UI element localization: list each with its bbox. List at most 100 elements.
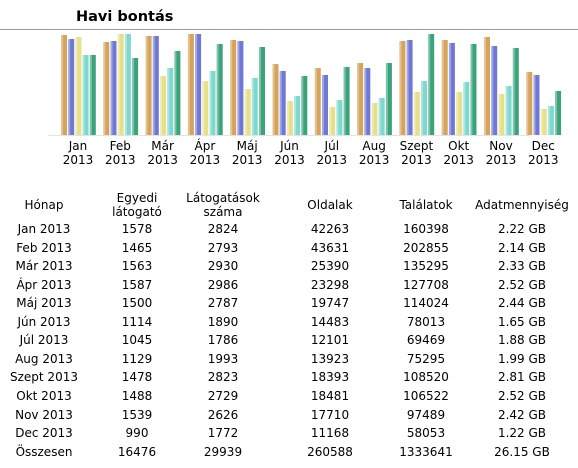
cell-hits: 58053 (406, 426, 446, 441)
bar-highlight (491, 46, 494, 135)
bar-pages-6 (286, 101, 293, 135)
bar-bandwidth-7 (343, 67, 350, 135)
bar-highlight (533, 75, 536, 135)
table-row: Nov 2013 1539 2626 17710 97489 2.42 GB (0, 406, 578, 425)
bar-highlight (132, 58, 135, 135)
cell-bandwidth: 26.15 GB (494, 444, 550, 459)
bar-visits-9 (406, 40, 413, 135)
cell-bandwidth: 2.42 GB (497, 407, 547, 422)
bar-bandwidth-1 (89, 55, 96, 135)
bar-highlight (555, 91, 558, 135)
cell-pages: 14483 (310, 314, 350, 329)
cell-month: Ápr 2013 (16, 277, 72, 292)
cell-visits: 1786 (207, 333, 239, 348)
bar-highlight (406, 40, 409, 135)
bar-hits-2 (124, 34, 131, 135)
x-tick-year: 2013 (528, 153, 559, 167)
cell-pages: 19747 (310, 296, 350, 311)
x-tick-label: Máj 2013 (222, 139, 272, 167)
column-header-line: Oldalak (307, 198, 353, 212)
x-tick-month: Dec (531, 139, 555, 153)
bar-visits-7 (322, 75, 328, 135)
cell-visits: 1993 (207, 351, 239, 366)
bar-highlight (286, 101, 289, 135)
bar-visitors-6 (272, 64, 279, 135)
x-tick-year: 2013 (62, 153, 94, 167)
cell-visits: 2823 (207, 370, 239, 385)
bar-highlight (202, 81, 205, 135)
cell-bandwidth: 1.99 GB (497, 351, 547, 366)
x-tick-month: Feb (109, 139, 131, 153)
cell-month: Feb 2013 (16, 240, 72, 255)
bar-highlight (322, 75, 324, 135)
section-header: Havi bontás (0, 0, 578, 30)
table-row: Aug 2013 1129 1993 13923 75295 1.99 GB (0, 350, 578, 369)
x-tick-month: Júl (324, 139, 340, 153)
column-header-line: száma (203, 205, 243, 219)
table-row: Jún 2013 1114 1890 14483 78013 1.65 GB (0, 313, 578, 332)
bar-pages-2 (117, 34, 124, 135)
bar-pages-4 (202, 81, 209, 135)
bar-visits-1 (68, 39, 75, 135)
x-tick-label: Ápr 2013 (180, 139, 230, 167)
x-tick-label: Okt 2013 (434, 139, 484, 167)
bar-highlight (110, 41, 113, 135)
column-header-line: látogató (112, 205, 162, 219)
cell-visits: 2824 (207, 222, 239, 236)
table-row: Már 2013 1563 2930 25390 135295 2.33 GB (0, 257, 578, 276)
bar-highlight (428, 34, 431, 135)
table-row: Júl 2013 1045 1786 12101 69469 1.88 GB (0, 331, 578, 350)
bar-highlight (547, 106, 550, 135)
cell-hits: 127708 (403, 277, 449, 292)
cell-unique-visitors: 1587 (121, 277, 153, 292)
cell-pages: 43631 (310, 240, 350, 255)
x-tick-year: 2013 (401, 153, 432, 167)
bar-visits-12 (533, 75, 540, 135)
bar-visitors-12 (526, 72, 533, 135)
cell-month: Összesen (15, 444, 73, 459)
x-tick-label: Aug 2013 (349, 139, 399, 167)
cell-bandwidth: 2.33 GB (497, 259, 547, 274)
bar-pages-12 (540, 109, 547, 135)
cell-unique-visitors: 1478 (121, 370, 153, 385)
bar-highlight (505, 86, 508, 135)
bar-highlight (145, 36, 148, 135)
x-tick-year: 2013 (358, 153, 390, 167)
x-tick-year: 2013 (485, 153, 517, 167)
bar-bandwidth-8 (385, 63, 392, 135)
cell-month: Dec 2013 (15, 426, 73, 441)
bar-highlight (174, 51, 177, 135)
bar-highlight (385, 63, 388, 135)
cell-bandwidth: 2.14 GB (497, 240, 547, 255)
bar-highlight (230, 40, 233, 135)
cell-hits: 114024 (403, 296, 449, 311)
bar-highlight (195, 34, 198, 135)
cell-bandwidth: 1.65 GB (497, 314, 547, 329)
cell-month: Máj 2013 (16, 296, 72, 311)
cell-unique-visitors: 1488 (121, 389, 153, 403)
bar-pages-10 (456, 92, 463, 135)
column-header-month: Hónap (0, 198, 88, 212)
cell-hits: 75295 (406, 351, 446, 366)
bar-highlight (498, 94, 501, 135)
bar-highlight (294, 96, 297, 135)
x-tick-month: Nov (489, 139, 513, 153)
x-tick-month: Már (151, 139, 174, 153)
cell-hits: 1333641 (399, 444, 453, 459)
cell-visits: 2626 (207, 407, 239, 422)
bar-highlight (251, 78, 254, 135)
cell-bandwidth: 1.22 GB (497, 426, 547, 441)
x-tick-label: Jan 2013 (53, 139, 103, 167)
cell-hits: 202855 (403, 240, 449, 255)
cell-visits: 2930 (207, 259, 239, 274)
table-row: Okt 2013 1488 2729 18481 106522 2.52 GB (0, 387, 578, 406)
x-tick-year: 2013 (231, 153, 263, 167)
table-row: Ápr 2013 1587 2986 23298 127708 2.52 GB (0, 276, 578, 295)
cell-visits: 2793 (207, 240, 239, 255)
bar-highlight (103, 42, 106, 135)
cell-pages: 17710 (310, 407, 350, 422)
bar-pages-5 (244, 89, 251, 135)
bar-highlight (89, 55, 92, 135)
bar-visits-4 (195, 34, 202, 135)
bar-highlight (301, 76, 304, 135)
